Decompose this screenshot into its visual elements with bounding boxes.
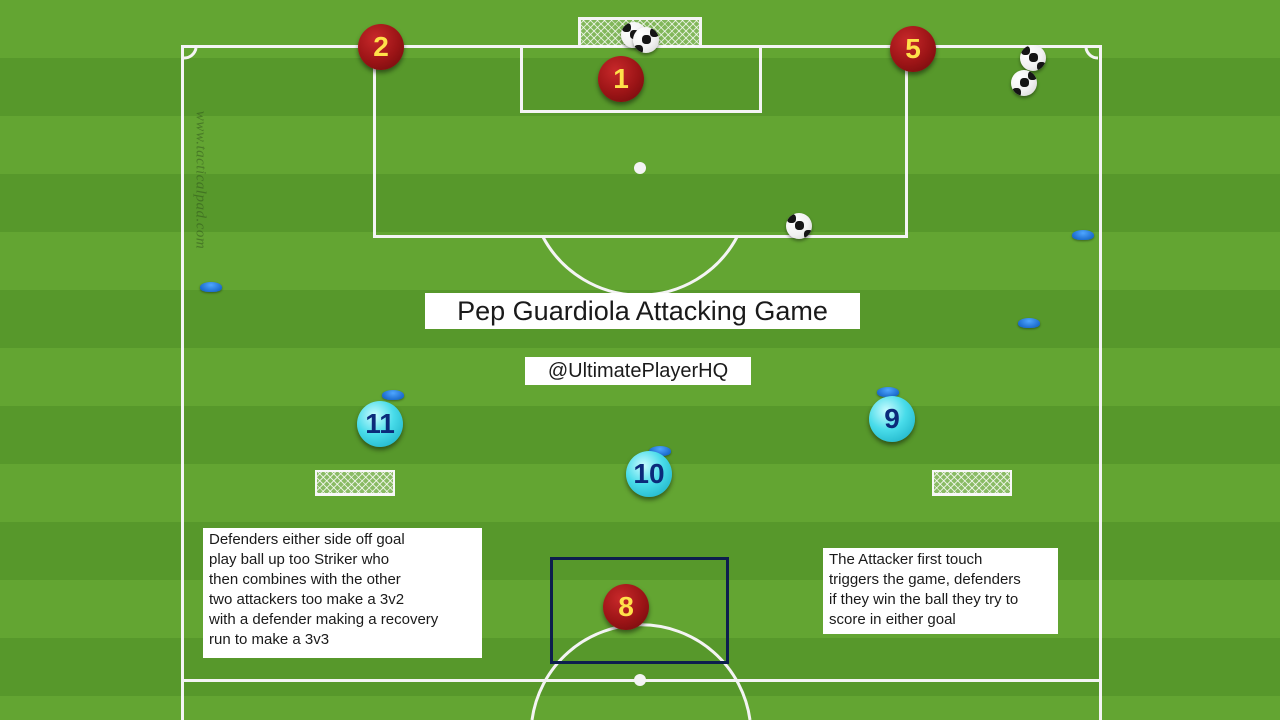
instruction-note-left: Defenders either side off goal play ball…	[203, 528, 482, 658]
football-icon	[1011, 70, 1037, 96]
six-yard-right-line	[759, 45, 762, 113]
player-defender-1: 1	[598, 56, 644, 102]
penalty-area-left-line	[373, 45, 376, 237]
cone-icon	[1072, 230, 1094, 240]
mini-goal-icon	[932, 470, 1012, 496]
six-yard-left-line	[520, 45, 523, 113]
player-attacker-11: 11	[357, 401, 403, 447]
player-attacker-9: 9	[869, 396, 915, 442]
player-defender-2: 2	[358, 24, 404, 70]
cone-icon	[1018, 318, 1040, 328]
player-defender-8: 8	[603, 584, 649, 630]
football-icon	[1020, 45, 1046, 71]
cone-icon	[877, 387, 899, 397]
diagram-title: Pep Guardiola Attacking Game	[425, 293, 860, 329]
corner-arc-left	[183, 47, 198, 60]
penalty-area-right-line	[905, 45, 908, 237]
player-defender-5: 5	[890, 26, 936, 72]
player-attacker-10: 10	[626, 451, 672, 497]
social-handle: @UltimatePlayerHQ	[525, 357, 751, 385]
centre-circle-arc	[530, 623, 752, 720]
penalty-area-front-line	[373, 235, 908, 238]
six-yard-front-line	[520, 110, 762, 113]
watermark: www.tacticalpad.com	[190, 60, 210, 300]
corner-arc-right	[1084, 47, 1099, 60]
penalty-arc	[541, 236, 739, 297]
cone-icon	[382, 390, 404, 400]
watermark-text: www.tacticalpad.com	[192, 110, 209, 250]
attacking-zone-box	[550, 557, 729, 664]
football-icon	[633, 27, 659, 53]
mini-goal-icon	[315, 470, 395, 496]
cone-icon	[200, 282, 222, 292]
cone-icon	[649, 446, 671, 456]
left-touchline	[181, 45, 184, 720]
centre-spot	[634, 674, 646, 686]
instruction-note-right: The Attacker first touch triggers the ga…	[823, 548, 1058, 634]
football-icon	[786, 213, 812, 239]
penalty-spot	[634, 162, 646, 174]
right-touchline	[1099, 45, 1102, 720]
